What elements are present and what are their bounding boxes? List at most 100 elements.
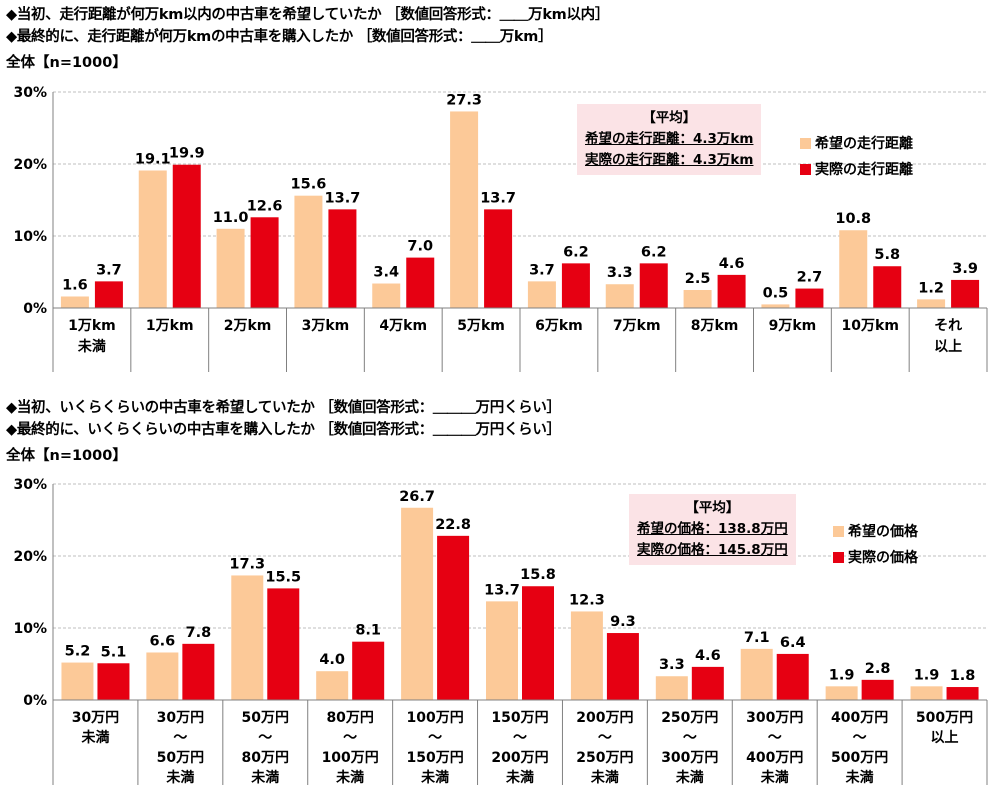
chart2-bar-actual bbox=[182, 643, 215, 700]
chart1-bar-hope bbox=[839, 230, 868, 308]
chart2-category-label: ～ bbox=[258, 730, 272, 746]
chart2-category-label: 200万円 bbox=[491, 750, 548, 766]
chart2-data-label: 8.1 bbox=[355, 623, 381, 639]
chart2-data-label: 1.8 bbox=[950, 668, 976, 684]
chart2-ytick-label: 10% bbox=[13, 621, 47, 637]
chart2-category-label: 100万円 bbox=[406, 710, 463, 726]
chart2-category-label: 500万円 bbox=[916, 710, 973, 726]
chart2-category-label: ～ bbox=[598, 730, 612, 746]
chart1-bar-actual bbox=[406, 257, 435, 308]
chart1-data-label: 6.2 bbox=[641, 244, 667, 260]
chart2-bar-hope bbox=[825, 686, 858, 700]
chart2-data-label: 7.8 bbox=[186, 625, 212, 641]
chart2-category-label: 未満 bbox=[421, 769, 449, 786]
chart2-bar-hope bbox=[146, 652, 179, 700]
chart2-bar-actual bbox=[437, 535, 470, 700]
chart2-category-label: 500万円 bbox=[831, 750, 888, 766]
chart1-ytick-label: 20% bbox=[13, 157, 47, 173]
chart1-category-label: 2万km bbox=[224, 318, 272, 334]
chart1-data-label: 13.7 bbox=[325, 190, 361, 206]
chart2-category-label: 300万円 bbox=[746, 710, 803, 726]
chart2-data-label: 15.8 bbox=[520, 567, 556, 583]
chart2-average-actual: 実際の価格：145.8万円 bbox=[637, 542, 788, 558]
chart1-data-label: 1.2 bbox=[918, 280, 944, 296]
chart2-average-title: 【平均】 bbox=[685, 500, 740, 516]
chart1-bar-hope bbox=[450, 111, 479, 308]
chart2-data-label: 6.4 bbox=[780, 635, 806, 651]
chart2-question-2: ◆最終的に、いくらくらいの中古車を購入したか ［数値回答形式：＿＿＿万円くらい］ bbox=[6, 422, 561, 438]
chart2-bar-hope bbox=[740, 648, 773, 700]
chart2-data-label: 5.1 bbox=[101, 644, 127, 660]
chart2-legend-actual: 実際の価格 bbox=[833, 544, 918, 570]
chart2-category-label: 未満 bbox=[761, 769, 789, 786]
chart2-category-label: ～ bbox=[683, 730, 697, 746]
chart2-average-hope: 希望の価格：138.8万円 bbox=[637, 521, 788, 537]
chart1-bar-hope bbox=[138, 170, 167, 308]
chart2-data-label: 15.5 bbox=[265, 569, 301, 585]
chart1-data-label: 7.0 bbox=[407, 239, 433, 255]
chart1-bar-hope bbox=[60, 296, 89, 308]
chart2-bar-hope bbox=[910, 686, 943, 700]
chart2-bar-actual bbox=[97, 663, 130, 700]
chart2-data-label: 12.3 bbox=[569, 592, 605, 608]
chart2-data-label: 2.8 bbox=[865, 661, 891, 677]
chart1-bar-actual bbox=[873, 266, 902, 308]
chart1-ytick-label: 10% bbox=[13, 229, 47, 245]
chart1-average-title: 【平均】 bbox=[642, 110, 697, 126]
chart2-bar-actual bbox=[861, 679, 894, 700]
chart1-bar-actual bbox=[951, 279, 980, 308]
chart2-legend: 希望の価格 実際の価格 bbox=[833, 518, 918, 570]
chart2-data-label: 9.3 bbox=[610, 614, 636, 630]
chart1-category-label: 4万km bbox=[379, 318, 427, 334]
chart1-category-label: 9万km bbox=[769, 318, 817, 334]
chart2-bar-actual bbox=[691, 666, 724, 700]
chart2-category-label: 100万円 bbox=[322, 750, 379, 766]
chart1-bar-hope bbox=[917, 299, 946, 308]
chart1-bar-actual bbox=[795, 288, 824, 308]
chart1-bar-hope bbox=[294, 195, 323, 308]
chart1-data-label: 11.0 bbox=[213, 210, 249, 226]
chart1-legend-hope: 希望の走行距離 bbox=[800, 130, 913, 156]
chart2-data-label: 1.9 bbox=[914, 667, 940, 683]
chart1-bar-hope bbox=[372, 283, 401, 308]
chart1-bar-actual bbox=[94, 281, 123, 308]
chart1-plot: 0% 10% 20% 30% 1.6 19.1 11.0 15.6 3.4 27.3 3.7 3.3 2… bbox=[13, 85, 988, 372]
chart1-ytick-label: 30% bbox=[13, 85, 47, 101]
chart1-legend: 希望の走行距離 実際の走行距離 bbox=[800, 130, 913, 182]
chart2-legend-hope: 希望の価格 bbox=[833, 518, 918, 544]
chart1-category-label: 未満 bbox=[78, 338, 106, 355]
chart1-data-label: 19.9 bbox=[169, 146, 205, 162]
chart2-legend-hope-swatch bbox=[833, 525, 844, 537]
chart2-category-label: 未満 bbox=[676, 769, 704, 786]
chart1-bar-hope bbox=[683, 290, 712, 308]
chart1-bar-actual bbox=[561, 263, 590, 308]
chart2-data-label: 6.6 bbox=[150, 633, 176, 649]
chart2-category-label: ～ bbox=[768, 730, 782, 746]
chart2-category-label: 未満 bbox=[591, 769, 619, 786]
chart1-bar-actual bbox=[639, 263, 668, 308]
chart2-ytick-label: 30% bbox=[13, 477, 47, 493]
chart2-category-label: 200万円 bbox=[576, 710, 633, 726]
chart2-category-label: 50万円 bbox=[157, 750, 204, 766]
chart1-bar-hope bbox=[527, 281, 556, 308]
chart1-data-label: 15.6 bbox=[291, 177, 327, 193]
chart2-data-label: 26.7 bbox=[399, 489, 435, 505]
chart2-category-label: ～ bbox=[173, 730, 187, 746]
chart2-category-label: 50万円 bbox=[242, 710, 289, 726]
chart2-bar-hope bbox=[61, 662, 94, 700]
chart2-bar-hope bbox=[655, 676, 688, 700]
chart2-category-label: 250万円 bbox=[661, 710, 718, 726]
chart2-category-label: 未満 bbox=[846, 769, 874, 786]
chart1-category-label: 1万km bbox=[68, 318, 116, 334]
chart2-category-label: 80万円 bbox=[326, 710, 373, 726]
chart2-bar-hope bbox=[231, 575, 264, 700]
chart2-category-label: 30万円 bbox=[157, 710, 204, 726]
chart1-data-label: 1.6 bbox=[62, 277, 88, 293]
chart2-bar-actual bbox=[267, 588, 300, 700]
chart1-average-hope: 希望の走行距離：4.3万km bbox=[585, 131, 754, 147]
chart2-data-label: 13.7 bbox=[484, 582, 520, 598]
chart1-category-label: 8万km bbox=[691, 318, 739, 334]
chart1-category-label: それ bbox=[934, 318, 962, 334]
chart1-base-label: 全体【n=1000】 bbox=[6, 55, 127, 71]
